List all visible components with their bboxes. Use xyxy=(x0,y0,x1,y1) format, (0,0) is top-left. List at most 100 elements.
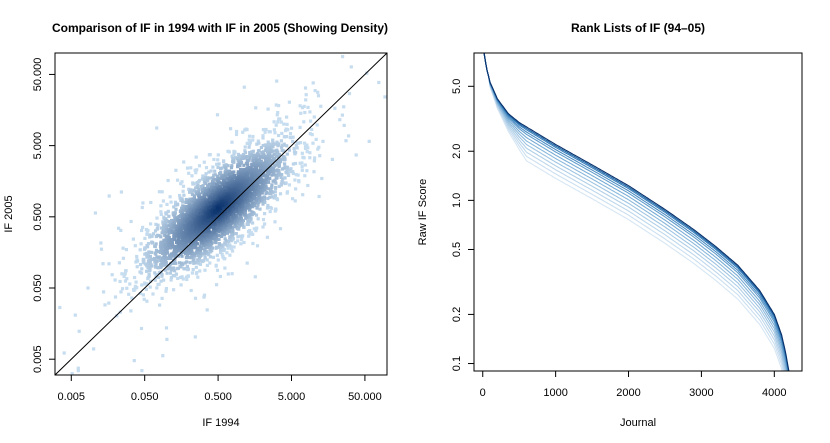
scatter-point xyxy=(169,261,173,265)
scatter-point xyxy=(218,248,223,252)
scatter-point xyxy=(243,151,248,155)
scatter-point xyxy=(251,232,255,236)
scatter-point xyxy=(169,200,173,204)
scatter-point xyxy=(263,222,267,226)
scatter-point xyxy=(254,213,259,217)
rank-x-tick-label: 1000 xyxy=(543,387,567,399)
scatter-point xyxy=(165,228,169,232)
scatter-point xyxy=(187,230,192,234)
scatter-point xyxy=(270,154,274,159)
rank-plot-frame xyxy=(473,52,803,372)
scatter-point xyxy=(190,233,194,237)
scatter-point xyxy=(164,287,168,291)
scatter-point xyxy=(217,162,221,166)
scatter-point xyxy=(184,208,189,212)
scatter-point xyxy=(309,119,313,123)
scatter-point xyxy=(299,141,303,145)
scatter-point xyxy=(241,234,245,238)
scatter-point xyxy=(198,262,202,266)
scatter-point xyxy=(233,240,237,245)
scatter-point xyxy=(254,180,258,184)
scatter-point xyxy=(125,277,129,281)
scatter-point xyxy=(205,258,209,262)
scatter-point xyxy=(205,308,209,312)
scatter-point xyxy=(202,204,206,208)
scatter-point xyxy=(229,166,234,170)
scatter-point xyxy=(211,165,215,169)
scatter-point xyxy=(266,203,270,208)
scatter-point xyxy=(215,184,219,188)
scatter-point xyxy=(296,173,300,177)
scatter-point xyxy=(188,190,192,194)
scatter-point xyxy=(143,262,147,266)
scatter-point xyxy=(347,134,351,138)
scatter-point xyxy=(130,296,134,300)
scatter-point xyxy=(340,113,344,117)
scatter-point xyxy=(155,286,159,290)
scatter-point xyxy=(189,288,193,293)
scatter-point xyxy=(263,173,267,177)
scatter-point xyxy=(259,159,263,163)
scatter-point xyxy=(161,242,165,246)
scatter-point xyxy=(312,115,316,119)
scatter-point xyxy=(211,183,215,187)
scatter-point xyxy=(248,151,252,155)
scatter-point xyxy=(121,246,125,250)
scatter-point xyxy=(250,198,254,202)
scatter-point xyxy=(161,240,165,244)
scatter-point xyxy=(298,104,302,108)
scatter-point xyxy=(222,175,226,179)
scatter-point xyxy=(173,200,178,204)
scatter-point xyxy=(201,174,205,178)
scatter-point xyxy=(243,145,247,149)
scatter-point xyxy=(234,132,239,137)
scatter-point xyxy=(261,136,265,140)
scatter-point xyxy=(150,234,154,238)
scatter-point xyxy=(183,221,187,225)
scatter-point xyxy=(186,274,190,278)
scatter-point xyxy=(205,241,209,245)
scatter-point xyxy=(194,171,198,175)
scatter-point xyxy=(273,209,277,213)
scatter-point xyxy=(174,168,178,172)
scatter-point xyxy=(251,164,255,168)
scatter-point xyxy=(207,191,211,195)
scatter-point xyxy=(156,250,160,254)
scatter-point xyxy=(230,140,234,144)
scatter-point xyxy=(176,178,180,182)
rank-y-tick: 0.1 xyxy=(451,356,474,371)
scatter-point xyxy=(280,179,284,184)
scatter-point xyxy=(76,366,80,370)
scatter-point xyxy=(155,273,159,277)
scatter-point xyxy=(258,180,263,184)
scatter-point xyxy=(232,156,236,161)
scatter-point xyxy=(246,229,251,234)
scatter-point xyxy=(254,200,258,204)
scatter-point xyxy=(266,107,270,111)
scatter-point xyxy=(276,111,280,115)
scatter-point xyxy=(289,136,293,140)
scatter-point xyxy=(244,161,248,165)
scatter-point xyxy=(333,106,337,110)
scatter-point xyxy=(283,181,287,186)
scatter-point xyxy=(149,222,153,226)
scatter-point xyxy=(145,282,149,286)
scatter-point xyxy=(193,168,197,172)
scatter-point xyxy=(192,257,196,261)
scatter-point xyxy=(145,264,149,268)
scatter-point xyxy=(170,241,174,245)
scatter-point xyxy=(227,228,231,232)
scatter-point xyxy=(303,163,307,167)
scatter-point xyxy=(166,178,170,183)
scatter-point xyxy=(293,161,298,166)
scatter-point xyxy=(213,173,217,177)
scatter-point xyxy=(303,174,307,178)
scatter-point xyxy=(241,218,245,223)
scatter-point xyxy=(182,267,186,271)
scatter-point xyxy=(196,258,200,262)
scatter-point xyxy=(257,194,261,199)
scatter-point xyxy=(318,154,322,158)
scatter-point xyxy=(293,178,297,182)
scatter-point xyxy=(304,98,308,102)
scatter-point xyxy=(173,238,177,242)
